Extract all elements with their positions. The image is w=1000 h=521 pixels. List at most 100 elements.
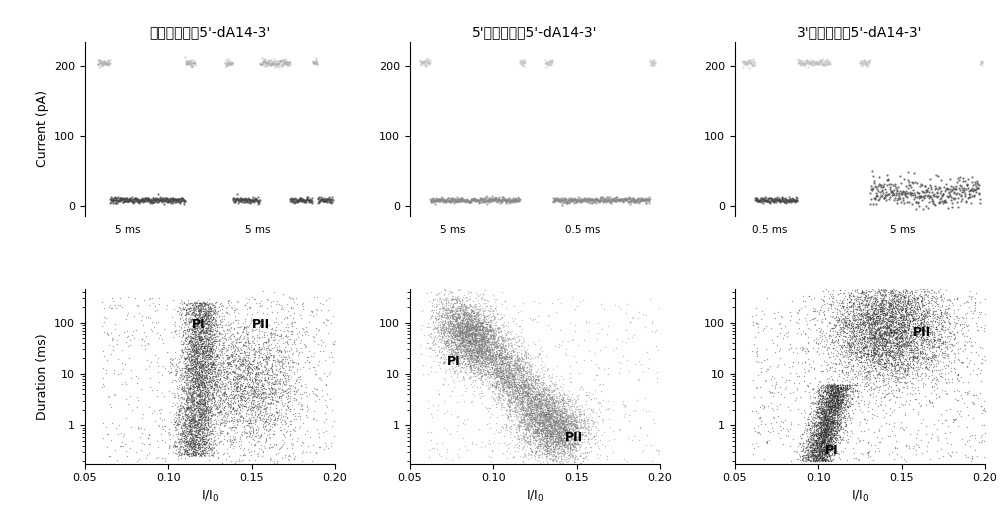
Point <box>242 382 258 390</box>
Point <box>454 344 470 352</box>
Point <box>261 426 277 434</box>
Point <box>823 388 839 396</box>
Point <box>855 288 871 296</box>
Point <box>236 355 252 363</box>
Point <box>463 313 479 321</box>
Point <box>479 325 495 333</box>
Point <box>478 329 494 338</box>
Point <box>861 309 877 318</box>
Point <box>184 443 200 452</box>
Point <box>480 351 496 359</box>
Point <box>171 321 187 330</box>
Point <box>455 342 471 350</box>
Point <box>449 331 465 339</box>
Point <box>495 376 511 384</box>
Point <box>509 355 525 363</box>
Point <box>877 290 893 298</box>
Point <box>438 339 454 347</box>
Point <box>526 384 542 392</box>
Point <box>881 300 897 308</box>
Point <box>184 346 200 355</box>
Point <box>906 195 922 203</box>
Point <box>460 318 476 326</box>
Point <box>567 421 583 430</box>
Point <box>828 295 844 304</box>
Point <box>520 401 536 410</box>
Point <box>495 320 511 329</box>
Point <box>511 427 527 436</box>
Point <box>197 342 213 350</box>
Point <box>860 369 876 377</box>
Point <box>193 313 209 321</box>
Point <box>824 416 840 425</box>
Point <box>872 308 888 316</box>
Point <box>866 349 882 357</box>
Point <box>538 398 554 406</box>
Point <box>880 299 896 307</box>
Point <box>500 376 516 384</box>
Point <box>808 388 824 396</box>
Point <box>820 424 836 432</box>
Point <box>527 416 543 425</box>
Point <box>451 327 467 336</box>
Point <box>824 431 840 439</box>
Point <box>900 295 916 304</box>
Point <box>901 181 917 190</box>
Point <box>187 431 203 439</box>
Point <box>865 358 881 366</box>
Point <box>485 359 501 367</box>
Point <box>559 420 575 428</box>
Point <box>827 404 843 412</box>
Point <box>481 343 497 351</box>
Point <box>184 399 200 407</box>
Point <box>225 399 241 407</box>
Point <box>477 347 493 355</box>
Point <box>543 404 559 413</box>
Point <box>939 325 955 333</box>
Point <box>893 342 909 351</box>
Point <box>184 337 200 345</box>
Point <box>276 380 292 388</box>
Point <box>187 401 203 409</box>
Point <box>806 58 822 67</box>
Point <box>159 196 175 205</box>
Point <box>153 196 169 204</box>
Point <box>142 196 158 205</box>
Point <box>911 312 927 320</box>
Point <box>496 396 512 404</box>
Point <box>898 313 914 321</box>
Point <box>439 195 455 204</box>
Point <box>192 320 208 329</box>
Point <box>281 353 297 361</box>
Point <box>201 388 217 396</box>
Point <box>471 330 487 338</box>
Point <box>453 353 469 361</box>
Point <box>823 405 839 413</box>
Point <box>196 309 212 317</box>
Point <box>192 388 208 396</box>
Point <box>205 427 221 435</box>
Point <box>197 440 213 448</box>
Point <box>555 451 571 459</box>
Point <box>211 354 227 362</box>
Point <box>482 196 498 205</box>
Point <box>468 330 484 339</box>
Point <box>179 382 195 391</box>
Point <box>214 380 230 388</box>
Point <box>900 296 916 305</box>
Point <box>448 307 464 316</box>
Point <box>450 321 466 329</box>
Point <box>196 407 212 415</box>
Point <box>232 388 248 396</box>
Point <box>177 418 193 427</box>
Point <box>121 196 137 204</box>
Point <box>185 438 201 446</box>
Point <box>464 306 480 314</box>
Point <box>808 451 824 460</box>
Point <box>819 437 835 445</box>
Point <box>805 457 821 465</box>
Point <box>462 325 478 333</box>
Point <box>221 417 237 425</box>
Point <box>563 413 579 421</box>
Point <box>503 353 519 361</box>
